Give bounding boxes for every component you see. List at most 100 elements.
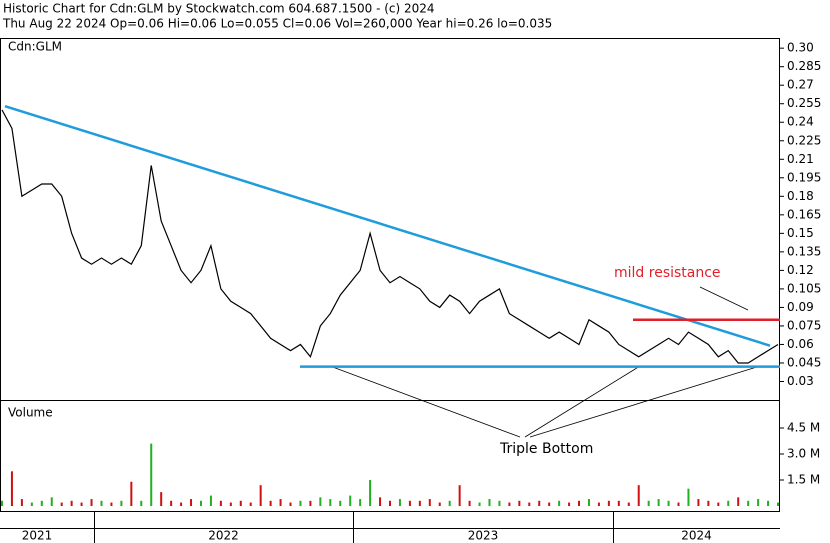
volume-bar — [418, 500, 421, 506]
annotation: Triple Bottom — [499, 441, 593, 457]
volume-bar — [478, 502, 481, 506]
volume-bar — [309, 500, 312, 506]
volume-bar — [727, 500, 730, 506]
volume-bar — [120, 500, 123, 506]
volume-bar — [538, 500, 541, 506]
y-tick-label: 0.045 — [787, 355, 821, 369]
volume-bar — [319, 497, 322, 506]
volume-bar — [110, 502, 113, 506]
x-tick-label: 2023 — [468, 529, 499, 543]
volume-bar — [180, 502, 183, 506]
volume-bar — [458, 485, 461, 506]
y-tick-label: 0.03 — [787, 374, 814, 388]
volume-bar — [438, 502, 441, 506]
volume-bar — [737, 497, 740, 506]
volume-bar — [757, 499, 760, 506]
volume-bar — [40, 500, 43, 506]
volume-bar — [50, 497, 53, 506]
volume-bar — [160, 492, 163, 506]
volume-bar — [339, 500, 342, 506]
volume-bar — [199, 500, 202, 506]
volume-bar — [398, 499, 401, 506]
volume-bar — [190, 499, 193, 506]
volume-bar — [259, 485, 262, 506]
volume-bar — [229, 502, 232, 506]
price-line — [1, 109, 779, 364]
y-tick-label: 0.255 — [787, 96, 821, 110]
volume-bar — [677, 502, 680, 506]
volume-bar — [587, 499, 590, 506]
volume-bar — [468, 500, 471, 506]
volume-bar — [130, 481, 133, 506]
x-tick-label: 2021 — [22, 529, 53, 543]
y-tick-label: 0.15 — [787, 226, 814, 240]
volume-bar — [10, 471, 13, 506]
volume-bar — [578, 500, 581, 506]
symbol-label: Cdn:GLM — [8, 40, 62, 54]
volume-bar — [597, 502, 600, 506]
volume-bar — [299, 500, 302, 506]
volume-bar — [498, 500, 501, 506]
volume-bar — [627, 502, 630, 506]
volume-bar — [329, 499, 332, 506]
volume-bar — [359, 499, 362, 506]
volume-bar — [70, 500, 73, 506]
volume-bar — [548, 502, 551, 506]
y-tick-label: 0.105 — [787, 281, 821, 295]
volume-bar — [637, 485, 640, 506]
volume-bar — [209, 495, 212, 506]
volume-bar — [249, 502, 252, 506]
volume-bar — [170, 500, 173, 506]
x-tick-label: 2022 — [208, 529, 239, 543]
y-tick-label: 0.12 — [787, 263, 814, 277]
volume-bar — [408, 500, 411, 506]
y-tick-label: 0.135 — [787, 244, 821, 258]
volume-bar — [369, 480, 372, 506]
volume-bar — [617, 500, 620, 506]
y-tick-label: 0.24 — [787, 115, 814, 129]
volume-bar — [607, 500, 610, 506]
volume-bar — [747, 500, 750, 506]
volume-bar — [707, 500, 710, 506]
volume-bar — [657, 499, 660, 506]
y-tick-label: 0.21 — [787, 152, 814, 166]
y-tick-label: 0.18 — [787, 189, 814, 203]
y-tick-label: 0.075 — [787, 318, 821, 332]
volume-bar — [269, 500, 272, 506]
y-tick-label: 0.195 — [787, 170, 821, 184]
volume-bar — [1, 500, 3, 506]
volume-bar — [558, 500, 561, 506]
annotation-arrows — [329, 286, 761, 438]
volume-bar — [687, 488, 690, 506]
volume-bar — [349, 495, 352, 506]
annotation: mild resistance — [614, 265, 721, 281]
y-tick-label: 4.5 M — [787, 421, 820, 435]
volume-bar — [448, 500, 451, 506]
volume-bar — [717, 502, 720, 506]
volume-bar — [379, 497, 382, 506]
volume-bar — [289, 502, 292, 506]
y-tick-label: 0.27 — [787, 78, 814, 92]
volume-bar — [568, 502, 571, 506]
volume-bar — [80, 502, 83, 506]
volume-bar — [20, 499, 23, 506]
volume-bar — [60, 502, 63, 506]
volume-bar — [518, 500, 521, 506]
y-tick-label: 0.165 — [787, 207, 821, 221]
y-tick-label: 0.06 — [787, 337, 814, 351]
trendline — [4, 105, 771, 347]
volume-bar — [140, 500, 143, 506]
volume-bar — [279, 499, 282, 506]
y-tick-label: 0.285 — [787, 59, 821, 73]
y-tick-label: 0.09 — [787, 300, 814, 314]
volume-bar — [647, 500, 650, 506]
y-tick-label: 0.225 — [787, 133, 821, 147]
volume-bar — [667, 500, 670, 506]
volume-bar — [90, 499, 93, 506]
volume-bar — [508, 502, 511, 506]
x-tick-label: 2024 — [681, 529, 712, 543]
chart-title: Historic Chart for Cdn:GLM by Stockwatch… — [3, 2, 435, 16]
volume-bar — [528, 502, 531, 506]
y-tick-label: 3.0 M — [787, 447, 820, 461]
